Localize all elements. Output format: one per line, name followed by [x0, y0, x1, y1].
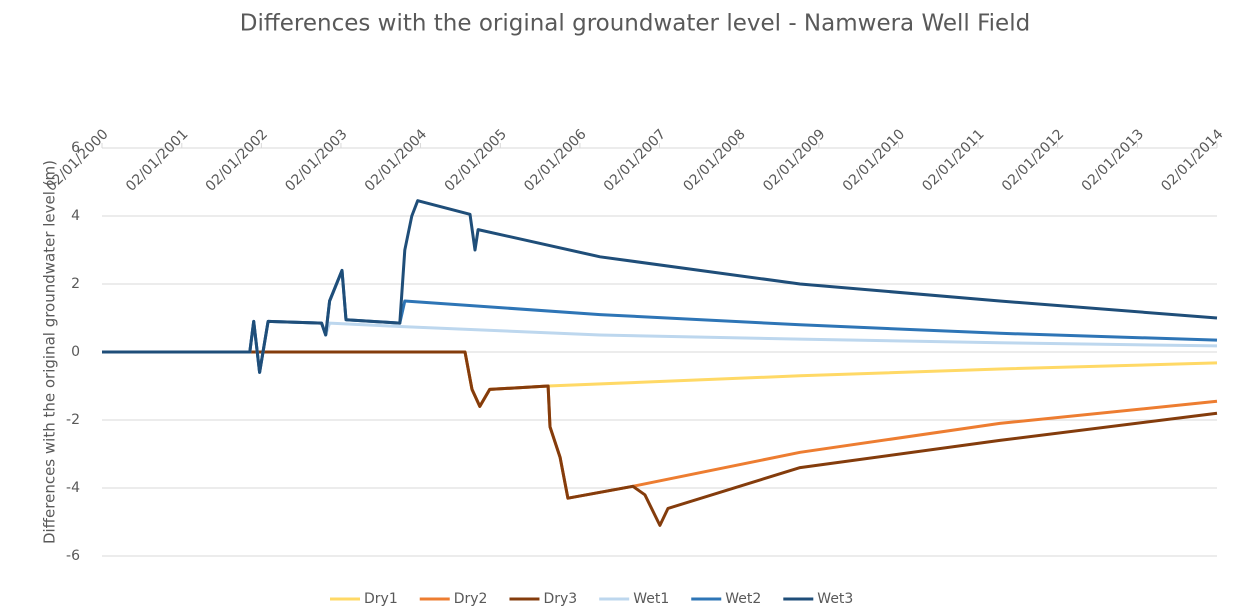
y-tick-label: 4: [71, 208, 80, 224]
x-tick-label: 02/01/2011: [919, 126, 987, 194]
x-tick-label: 02/01/2009: [760, 126, 828, 194]
legend-label: Wet3: [817, 591, 853, 607]
x-tick-label: 02/01/2010: [840, 126, 908, 194]
x-tick-label: 02/01/2007: [601, 126, 669, 194]
legend-label: Dry1: [364, 591, 398, 607]
series-line: [102, 199, 1218, 374]
x-tick-label: 02/01/2008: [680, 126, 748, 194]
y-tick-label: 6: [71, 140, 80, 156]
x-tick-label: 02/01/2012: [999, 126, 1067, 194]
x-tick-label: 02/01/2001: [123, 126, 191, 194]
y-axis-title: Differences with the original groundwate…: [41, 160, 59, 544]
x-tick-label: 02/01/2002: [203, 126, 271, 194]
legend-label: Dry2: [454, 591, 488, 607]
legend-label: Wet2: [725, 591, 761, 607]
legend-label: Wet1: [633, 591, 669, 607]
y-tick-label: -2: [66, 412, 80, 428]
series-line: [102, 350, 1218, 408]
y-tick-label: 0: [71, 344, 80, 360]
x-tick-label: 02/01/2003: [282, 126, 350, 194]
y-tick-label: 2: [71, 276, 80, 292]
series-line: [102, 350, 1218, 500]
chart-title: Differences with the original groundwate…: [240, 11, 1030, 37]
x-tick-label: 02/01/2006: [521, 126, 589, 194]
x-tick-label: 02/01/2013: [1079, 126, 1147, 194]
x-tick-label: 02/01/2014: [1158, 126, 1226, 194]
series-line: [102, 319, 1218, 374]
y-tick-label: -4: [66, 480, 80, 496]
y-tick-label: -6: [66, 548, 80, 564]
x-tick-label: 02/01/2004: [362, 126, 430, 194]
x-tick-label: 02/01/2005: [442, 126, 510, 194]
legend-label: Dry3: [543, 591, 577, 607]
series-line: [102, 350, 1218, 527]
